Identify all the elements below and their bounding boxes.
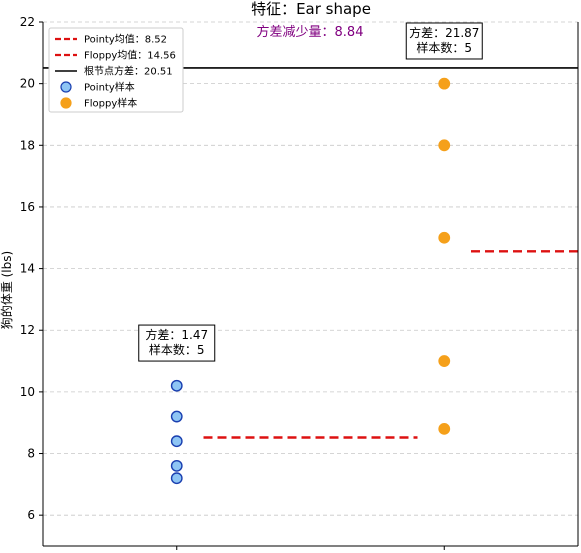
data-point (438, 231, 451, 244)
grid-lines (43, 21, 578, 516)
legend-marker-swatch (60, 97, 72, 109)
legend-label: Pointy均值：8.52 (84, 33, 167, 46)
y-tick-label: 18 (20, 138, 35, 152)
data-point (438, 355, 451, 367)
legend-entry: Pointy均值：8.52 (55, 33, 167, 46)
y-tick-label: 8 (27, 447, 35, 461)
data-point (170, 379, 183, 392)
y-tick-label: 6 (27, 508, 35, 522)
legend-label: 根节点方差：20.51 (84, 65, 173, 78)
y-tick-label: 10 (20, 385, 35, 399)
data-point (170, 472, 183, 485)
data-point (170, 435, 183, 448)
legend: Pointy均值：8.52 Floppy均值：14.56 根节点方差：20.51 Po… (48, 27, 184, 113)
legend-entry: 根节点方差：20.51 (55, 65, 173, 78)
data-point (438, 77, 451, 90)
annotation-text: 样本数：5 (416, 40, 472, 55)
data-points-layer (170, 77, 451, 485)
y-tick-label: 14 (20, 262, 35, 276)
legend-entry: Floppy均值：14.56 (55, 49, 176, 62)
annotation-text: 样本数：5 (149, 342, 205, 357)
annotation-text: 方差：21.87 (409, 25, 479, 40)
annotation-text: 方差：1.47 (145, 327, 208, 342)
y-tick-label: 20 (20, 77, 35, 91)
legend-label: Pointy样本 (84, 81, 135, 94)
data-point (438, 422, 451, 435)
legend-marker-swatch (60, 81, 72, 93)
legend-label: Floppy均值：14.56 (84, 49, 176, 62)
legend-frame (48, 27, 184, 113)
axes: 6 8 10 12 14 16 18 20 22 (20, 15, 579, 550)
legend-entry: Floppy样本 (60, 97, 137, 110)
chart-title: 特征：Ear shape (251, 0, 371, 18)
y-tick-label: 22 (20, 15, 35, 29)
data-point (170, 459, 183, 472)
data-point (438, 139, 451, 152)
mean-lines-layer (203, 250, 578, 439)
annotation-frame (138, 324, 216, 362)
legend-label: Floppy样本 (84, 97, 137, 110)
annotation-frame (405, 22, 483, 60)
chart-subtitle: 方差减少量：8.84 (257, 24, 364, 40)
y-tick-label: 12 (20, 323, 35, 337)
y-axis-label: 狗的体重 (lbs) (0, 251, 14, 329)
legend-entry: Pointy样本 (60, 81, 135, 94)
data-point (170, 410, 183, 423)
y-tick-label: 16 (20, 200, 35, 214)
